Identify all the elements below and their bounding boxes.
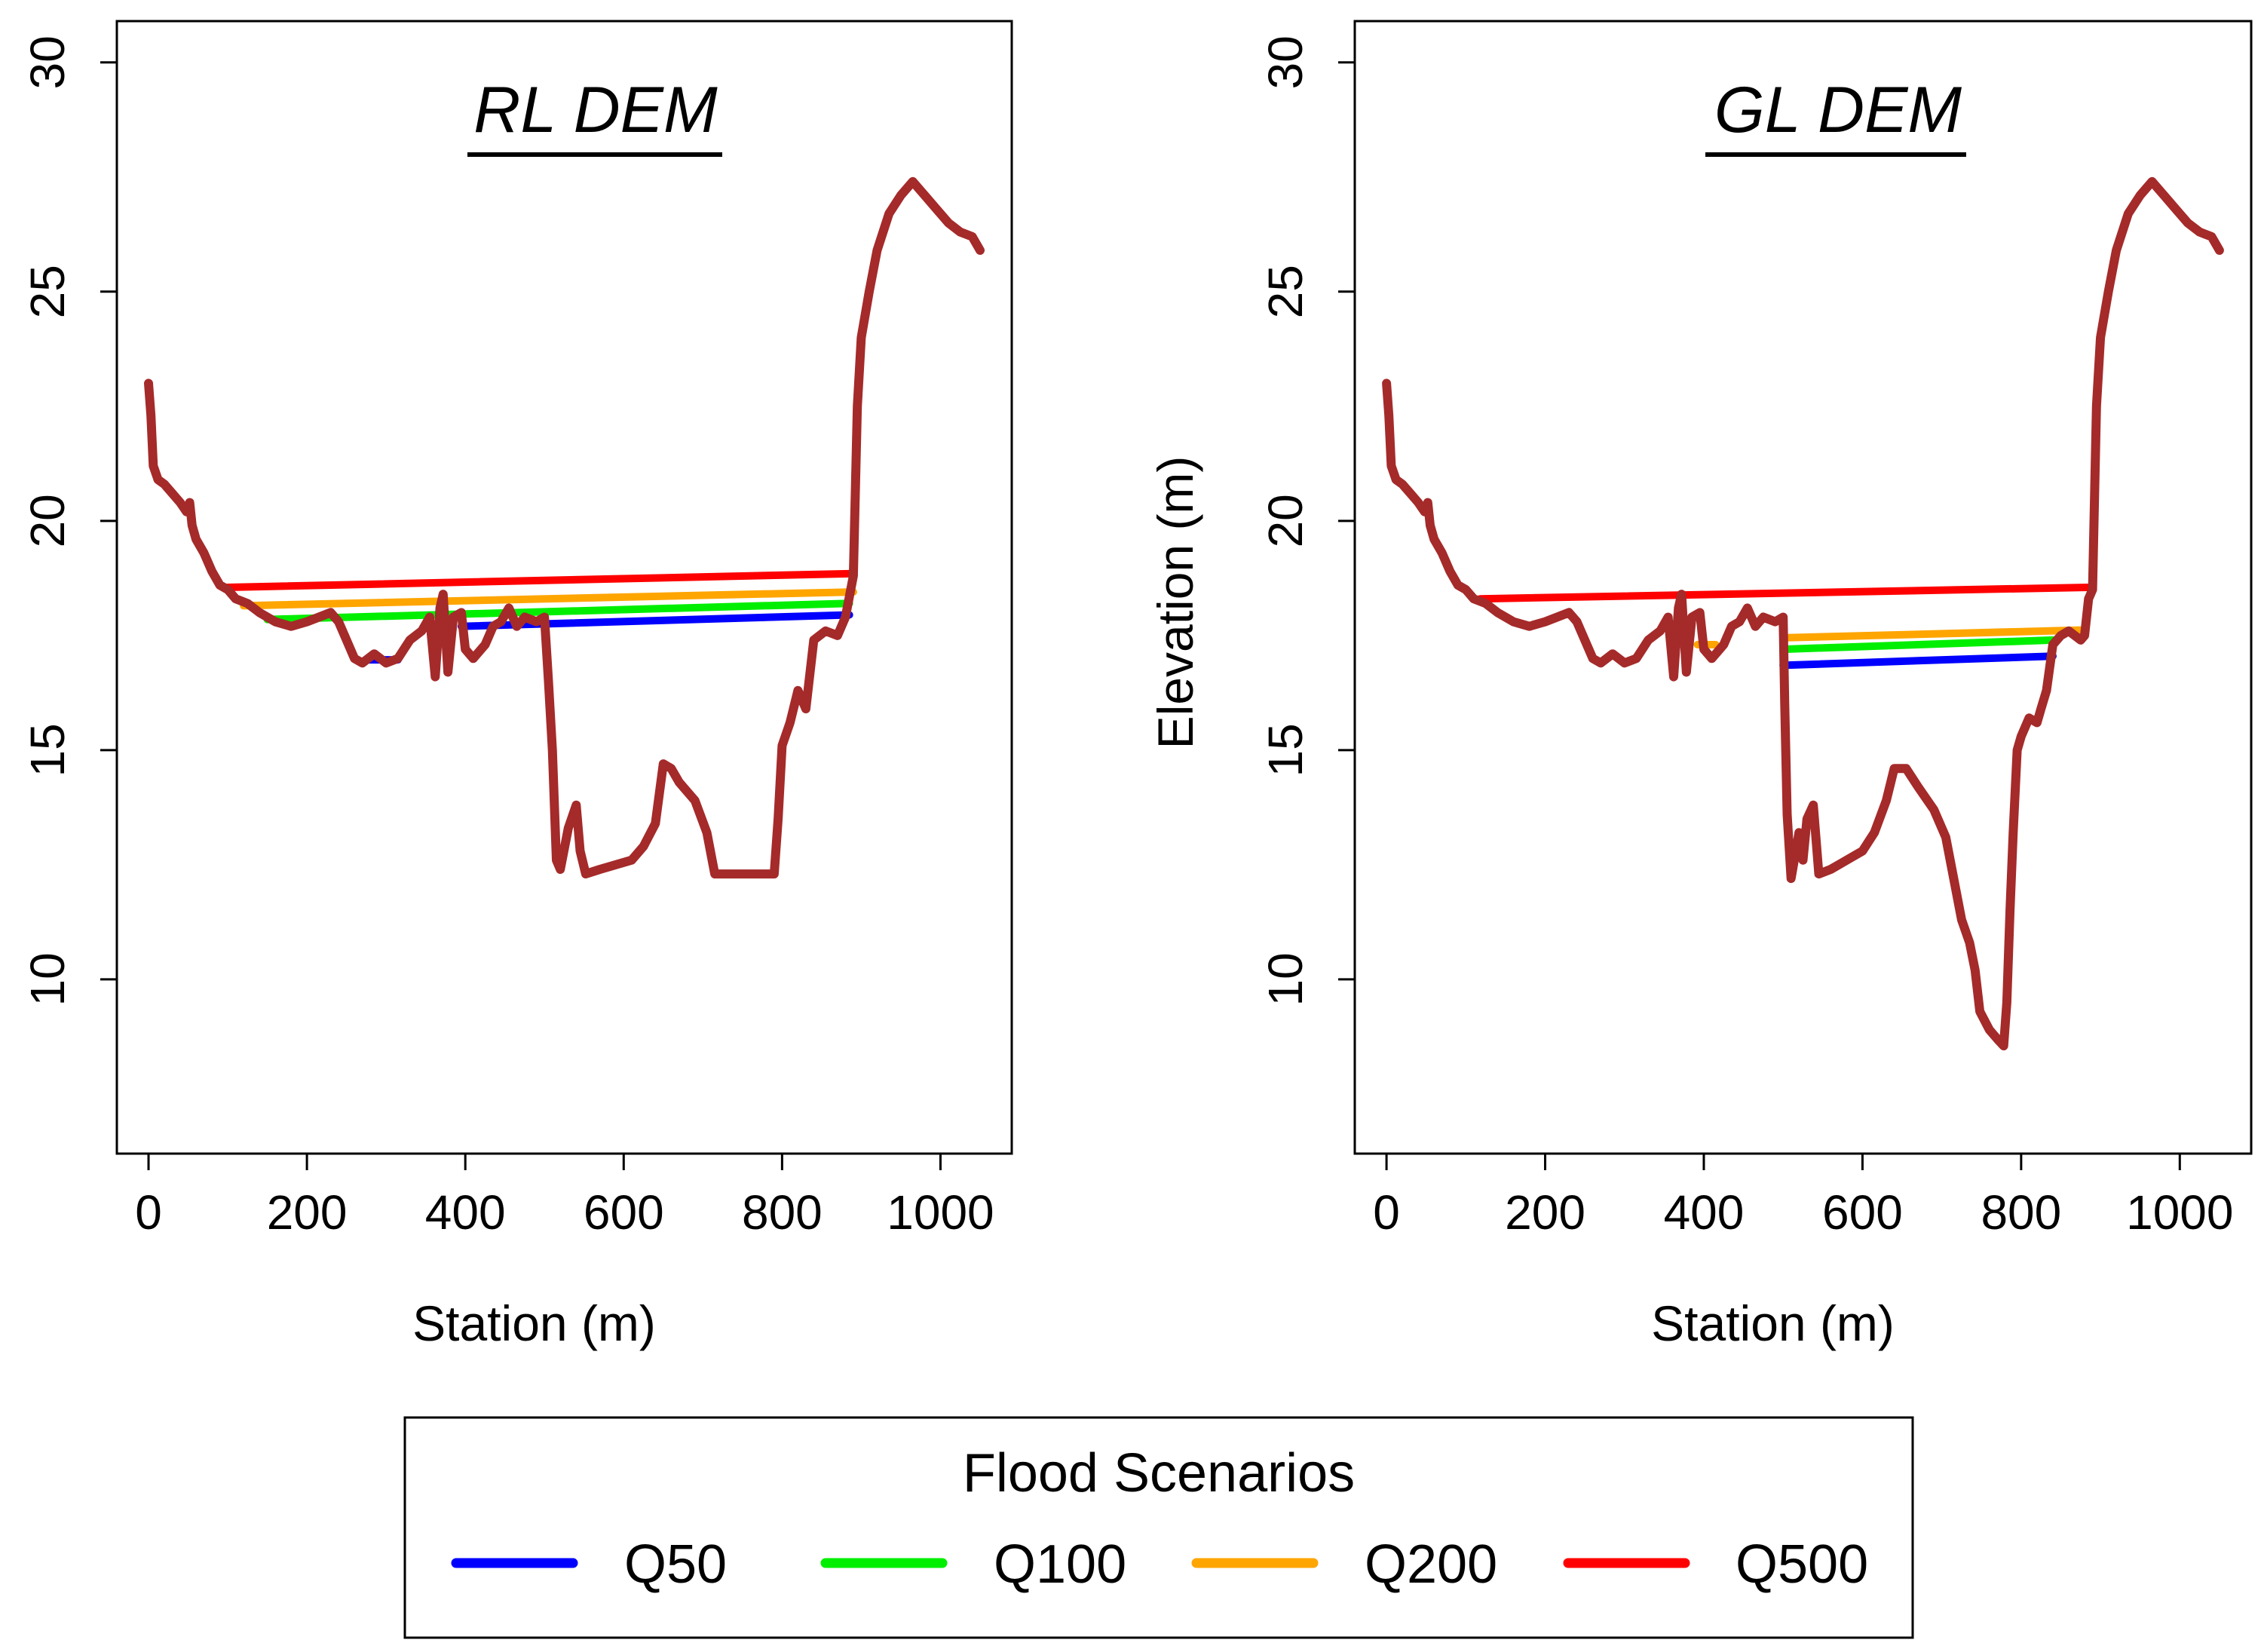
y-axis-label: Elevation (m) [1147,456,1203,749]
x-axis-label: Station (m) [1651,1295,1895,1351]
series-q100-segment-0 [263,599,853,624]
y-tick-label-30: 30 [20,35,75,89]
series-q500-segment-0 [224,569,857,591]
y-tick-label-10: 10 [20,952,75,1006]
legend-item-q100: Q100 [820,1534,1126,1595]
x-tick-label-600: 600 [584,1185,664,1240]
x-tick-label-1000: 1000 [2126,1185,2233,1240]
legend-label-q200: Q200 [1365,1534,1497,1595]
y-tick-label-25: 25 [1258,265,1313,318]
terrain-profile-line [144,176,985,879]
x-tick-label-200: 200 [1505,1185,1585,1240]
series-q50-segment-1 [457,611,853,630]
y-tick-label-15: 15 [20,723,75,777]
series-q200-segment-1 [1779,626,2089,642]
legend-label-q50: Q50 [624,1534,727,1595]
x-tick-label-200: 200 [267,1185,348,1240]
series-q100-segment-0 [1779,636,2057,654]
legend-title: Flood Scenarios [963,1443,1355,1503]
legend-item-q500: Q500 [1563,1534,1868,1595]
y-tick-label-20: 20 [20,494,75,547]
terrain-profile-line [1382,176,2224,1051]
series-q200-segment-0 [240,588,857,610]
x-tick-label-400: 400 [425,1185,506,1240]
legend-box [403,1416,1914,1639]
plot-frame [1353,20,2253,1155]
legend-item-q50: Q50 [451,1534,727,1595]
series-q500-segment-0 [1476,584,2093,603]
panel-title: RL DEM [473,74,718,146]
legend-label-q100: Q100 [994,1534,1126,1595]
legend: Flood Scenarios Q50 Q100 Q200 Q500 [403,1416,1914,1639]
x-tick-label-1000: 1000 [887,1185,994,1240]
y-tick-label-30: 30 [1258,35,1313,89]
x-tick-label-600: 600 [1822,1185,1903,1240]
series-q50-segment-0 [1779,652,2057,670]
legend-item-q200: Q200 [1191,1534,1497,1595]
x-axis-label: Station (m) [412,1295,656,1351]
x-tick-label-800: 800 [1981,1185,2061,1240]
x-tick-label-800: 800 [742,1185,823,1240]
y-tick-label-20: 20 [1258,494,1313,547]
x-tick-label-0: 0 [1373,1185,1400,1240]
panel-title: GL DEM [1714,74,1962,146]
y-tick-label-25: 25 [20,265,75,318]
y-tick-label-10: 10 [1258,952,1313,1006]
legend-label-q500: Q500 [1736,1534,1868,1595]
y-tick-label-15: 15 [1258,723,1313,777]
plot-frame [115,20,1013,1155]
gl-dem-panel: 0 200 400 600 800 1000 10 15 20 25 30 Station (m) El… [1147,20,2253,1351]
x-tick-label-0: 0 [135,1185,162,1240]
rl-dem-panel: 0 200 400 600 800 1000 10 15 20 25 30 Station (m) RL… [20,20,1013,1351]
x-tick-label-400: 400 [1664,1185,1745,1240]
